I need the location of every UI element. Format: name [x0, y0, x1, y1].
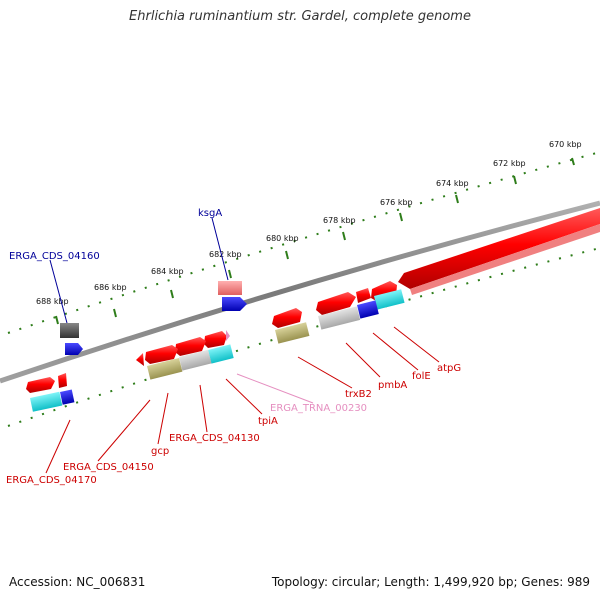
gene-ERGA_CDS_04130[interactable] — [175, 337, 206, 356]
label-ERGA_CDS_04130: ERGA_CDS_04130 — [169, 433, 260, 444]
gene-pmbA[interactable] — [356, 288, 371, 303]
label-ERGA_TRNA_00230: ERGA_TRNA_00230 — [270, 403, 367, 414]
label-trxB2: trxB2 — [345, 389, 372, 400]
tick-label-672: 672 kbp — [493, 159, 526, 168]
tick-label-686: 686 kbp — [94, 283, 127, 292]
gene-ksgA[interactable] — [222, 297, 247, 311]
label-ERGA_CDS_04170: ERGA_CDS_04170 — [6, 475, 97, 486]
cog-box-cyan-2 — [207, 344, 234, 364]
gene-ERGA_CDS_04170[interactable] — [26, 377, 55, 393]
cog-box-cyan-1 — [374, 289, 405, 310]
gene-ERGA_CDS_04160-box — [60, 323, 79, 338]
label-pmbA: pmbA — [378, 380, 407, 391]
cog-box-gray-1 — [318, 306, 361, 330]
tick-label-682: 682 kbp — [209, 250, 242, 259]
gene-ksgA-box — [218, 281, 242, 295]
label-ERGA_CDS_04160: ERGA_CDS_04160 — [9, 251, 100, 262]
label-ksgA: ksgA — [198, 208, 222, 219]
leader-lines — [45, 217, 440, 474]
tick-label-670: 670 kbp — [549, 140, 582, 149]
gene-ERGA_CDS_04150[interactable] — [136, 353, 144, 366]
gene-ERGA_TRNA_00230[interactable] — [226, 330, 230, 341]
gene-atpG-shadow — [410, 224, 600, 295]
gene-left-small[interactable] — [58, 373, 67, 388]
label-ERGA_CDS_04150: ERGA_CDS_04150 — [63, 462, 154, 473]
tick-label-680: 680 kbp — [266, 234, 299, 243]
tick-label-678: 678 kbp — [323, 216, 356, 225]
cog-box-blue-1 — [357, 300, 379, 319]
cog-box-gray-2 — [179, 349, 212, 371]
label-atpG: atpG — [437, 363, 461, 374]
cog-box-blue-3 — [60, 389, 75, 405]
gene-gcp[interactable] — [145, 345, 178, 364]
cog-box-cyan-3 — [30, 391, 63, 412]
gene-tpiA[interactable] — [204, 331, 227, 348]
gene-atpG[interactable] — [398, 208, 600, 289]
genome-backbone — [0, 200, 600, 384]
tick-label-674: 674 kbp — [436, 179, 469, 188]
major-ticks — [55, 157, 575, 325]
gene-forward-mid[interactable] — [272, 308, 302, 328]
gene-ERGA_CDS_04160[interactable] — [65, 343, 83, 355]
accession-text: Accession: NC_006831 — [9, 575, 146, 589]
tick-label-676: 676 kbp — [380, 198, 413, 207]
label-gcp: gcp — [151, 446, 169, 457]
label-tpiA: tpiA — [258, 416, 278, 427]
cog-box-olive-1 — [275, 322, 310, 344]
tick-label-688: 688 kbp — [36, 297, 69, 306]
map-title: Ehrlichia ruminantium str. Gardel, compl… — [129, 9, 471, 24]
gene-trxB2[interactable] — [316, 292, 356, 315]
genome-summary: Topology: circular; Length: 1,499,920 bp… — [271, 575, 590, 589]
label-folE: folE — [412, 371, 431, 382]
tick-label-684: 684 kbp — [151, 267, 184, 276]
cog-box-olive-2 — [147, 358, 183, 380]
